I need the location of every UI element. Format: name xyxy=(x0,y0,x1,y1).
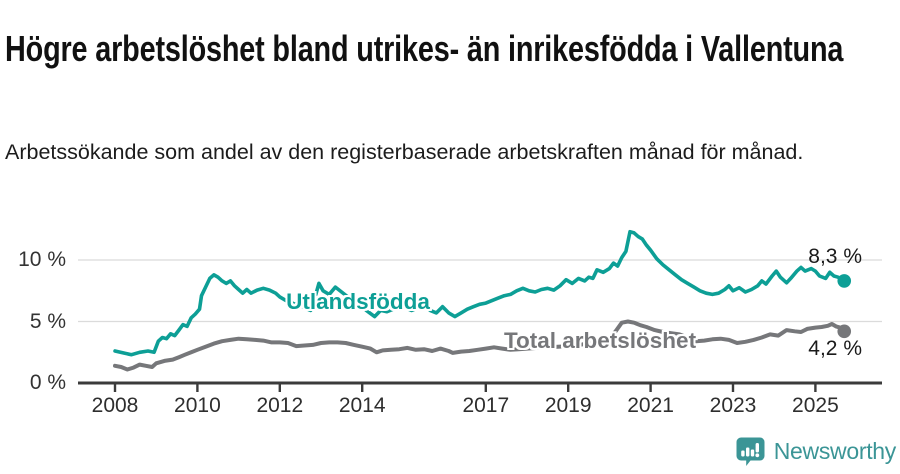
end-value-label-total: 4,2 % xyxy=(808,337,862,360)
page-title: Högre arbetslöshet bland utrikes- än inr… xyxy=(5,28,844,70)
series-label-total: Total arbetslöshet xyxy=(503,328,697,353)
x-tick-label: 2014 xyxy=(338,394,386,417)
y-tick-label: 0 % xyxy=(29,371,66,394)
series-end-dot-utlandsfodda xyxy=(837,274,852,288)
series-end-dot-total xyxy=(837,324,852,339)
x-tick-label: 2017 xyxy=(462,394,510,417)
chart-subtitle: Arbetssökande som andel av den registerb… xyxy=(5,139,804,164)
series-line-total xyxy=(113,319,847,372)
y-tick-label: 10 % xyxy=(18,248,66,271)
series-line-utlandsfodda xyxy=(113,229,847,357)
x-tick-label: 2023 xyxy=(709,394,757,417)
x-tick-label: 2019 xyxy=(544,394,592,417)
series-label-utlandsfodda: Utlandsfödda xyxy=(286,289,430,314)
x-tick-label: 2008 xyxy=(91,394,139,417)
x-tick-label: 2021 xyxy=(627,394,674,417)
x-tick-label: 2010 xyxy=(174,394,221,417)
end-value-label-utlandsfodda: 8,3 % xyxy=(808,245,862,268)
y-tick-label: 5 % xyxy=(29,309,66,333)
brand-footer: Newsworthy xyxy=(734,434,896,468)
x-tick-label: 2025 xyxy=(792,394,839,417)
brand-name: Newsworthy xyxy=(773,437,897,464)
newsworthy-logo-icon xyxy=(736,437,765,466)
x-tick-label: 2012 xyxy=(256,394,304,417)
